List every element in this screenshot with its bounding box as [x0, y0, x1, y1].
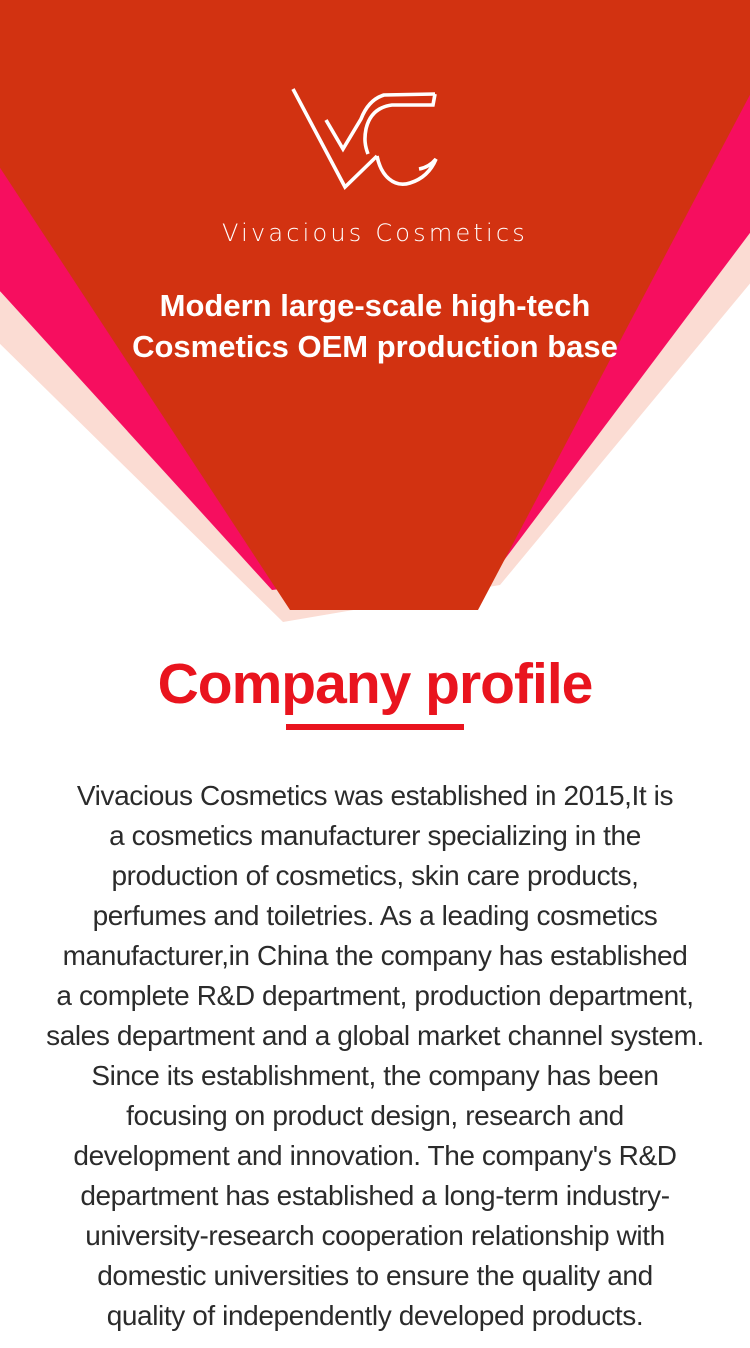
logo-v-stroke: [291, 88, 379, 190]
banner-v-shapes: [0, 0, 750, 622]
company-profile-section: Company profile Vivacious Cosmetics was …: [0, 650, 750, 1336]
logo-c-inner-stroke: [363, 93, 437, 155]
hero-banner: Vivacious Cosmetics Modern large-scale h…: [0, 0, 750, 630]
title-underline: [286, 724, 464, 730]
logo-inner-v-stroke: [324, 92, 436, 153]
vc-monogram-logo-icon: [291, 88, 438, 190]
tagline: Modern large-scale high-tech Cosmetics O…: [132, 285, 618, 367]
banner-content: Vivacious Cosmetics Modern large-scale h…: [0, 0, 750, 630]
brand-name: Vivacious Cosmetics: [221, 219, 529, 247]
logo-c-bottom-stroke: [375, 155, 438, 186]
company-description: Vivacious Cosmetics was established in 2…: [46, 780, 704, 1331]
section-title: Company profile: [157, 652, 594, 716]
tagline-line-1: Modern large-scale high-tech: [159, 288, 591, 323]
banner-orange-v: [0, 0, 750, 610]
tagline-line-2: Cosmetics OEM production base: [132, 329, 618, 364]
